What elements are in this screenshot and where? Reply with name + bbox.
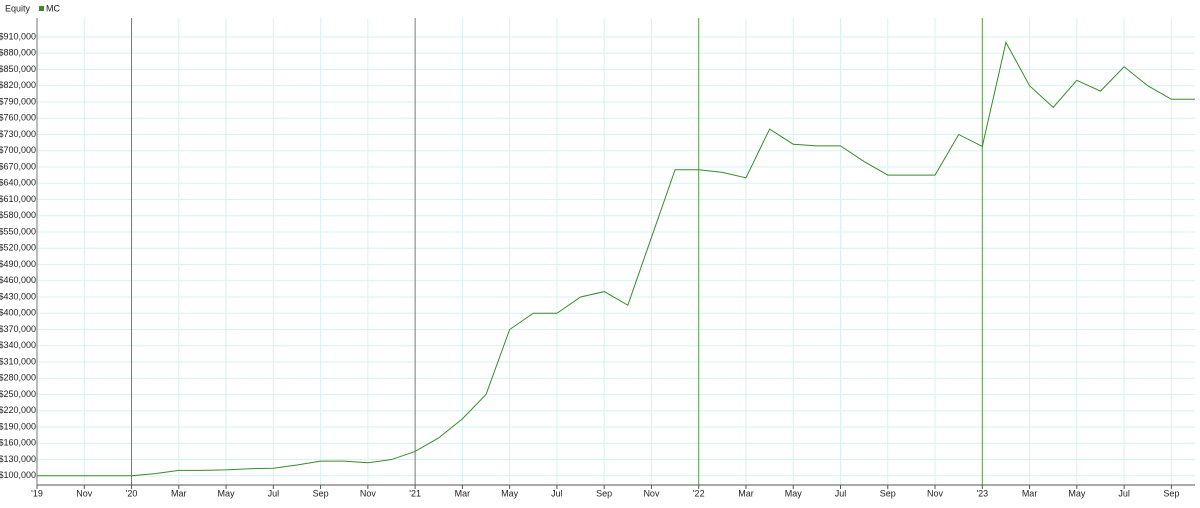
y-tick-label: $640,000 — [0, 178, 36, 188]
y-tick-label: $790,000 — [0, 96, 36, 106]
x-tick-label: '22 — [693, 488, 705, 498]
legend-swatch — [39, 6, 44, 11]
x-tick-label: Jul — [551, 488, 563, 498]
x-tick-label: May — [218, 488, 236, 498]
chart-title: Equity — [5, 3, 31, 13]
y-tick-label: $100,000 — [0, 470, 36, 480]
legend-label: MC — [46, 3, 60, 13]
x-tick-label: '19 — [31, 488, 43, 498]
y-tick-label: $580,000 — [0, 210, 36, 220]
y-tick-label: $760,000 — [0, 113, 36, 123]
y-tick-label: $190,000 — [0, 421, 36, 431]
x-tick-label: May — [501, 488, 519, 498]
y-tick-label: $880,000 — [0, 48, 36, 58]
x-tick-label: May — [785, 488, 803, 498]
y-tick-label: $340,000 — [0, 340, 36, 350]
y-tick-label: $850,000 — [0, 64, 36, 74]
y-tick-label: $400,000 — [0, 308, 36, 318]
x-tick-label: Sep — [1163, 488, 1179, 498]
y-tick-label: $430,000 — [0, 291, 36, 301]
x-tick-label: Sep — [880, 488, 896, 498]
y-tick-label: $130,000 — [0, 454, 36, 464]
y-tick-label: $610,000 — [0, 194, 36, 204]
y-tick-label: $310,000 — [0, 356, 36, 366]
x-tick-label: Nov — [927, 488, 944, 498]
y-tick-label: $910,000 — [0, 31, 36, 41]
x-tick-label: Sep — [596, 488, 612, 498]
x-tick-label: '21 — [409, 488, 421, 498]
x-tick-label: Mar — [1022, 488, 1038, 498]
y-tick-label: $250,000 — [0, 389, 36, 399]
y-tick-label: $160,000 — [0, 438, 36, 448]
x-tick-label: May — [1068, 488, 1086, 498]
x-tick-label: '20 — [126, 488, 138, 498]
y-tick-label: $460,000 — [0, 275, 36, 285]
y-tick-label: $550,000 — [0, 226, 36, 236]
y-tick-label: $490,000 — [0, 259, 36, 269]
y-tick-label: $520,000 — [0, 243, 36, 253]
x-tick-label: Sep — [313, 488, 329, 498]
x-tick-label: Jul — [268, 488, 280, 498]
y-tick-label: $370,000 — [0, 324, 36, 334]
x-tick-label: Mar — [455, 488, 471, 498]
y-tick-label: $280,000 — [0, 373, 36, 383]
equity-line — [37, 40, 1195, 477]
x-tick-label: Nov — [643, 488, 660, 498]
x-tick-label: '23 — [976, 488, 988, 498]
x-tick-label: Nov — [360, 488, 377, 498]
x-tick-label: Nov — [76, 488, 93, 498]
y-tick-label: $670,000 — [0, 161, 36, 171]
x-tick-label: Mar — [738, 488, 754, 498]
x-tick-label: Jul — [1118, 488, 1130, 498]
y-tick-label: $220,000 — [0, 405, 36, 415]
x-tick-label: Jul — [835, 488, 847, 498]
y-tick-label: $700,000 — [0, 145, 36, 155]
x-tick-label: Mar — [171, 488, 187, 498]
y-tick-label: $820,000 — [0, 80, 36, 90]
y-tick-label: $730,000 — [0, 129, 36, 139]
